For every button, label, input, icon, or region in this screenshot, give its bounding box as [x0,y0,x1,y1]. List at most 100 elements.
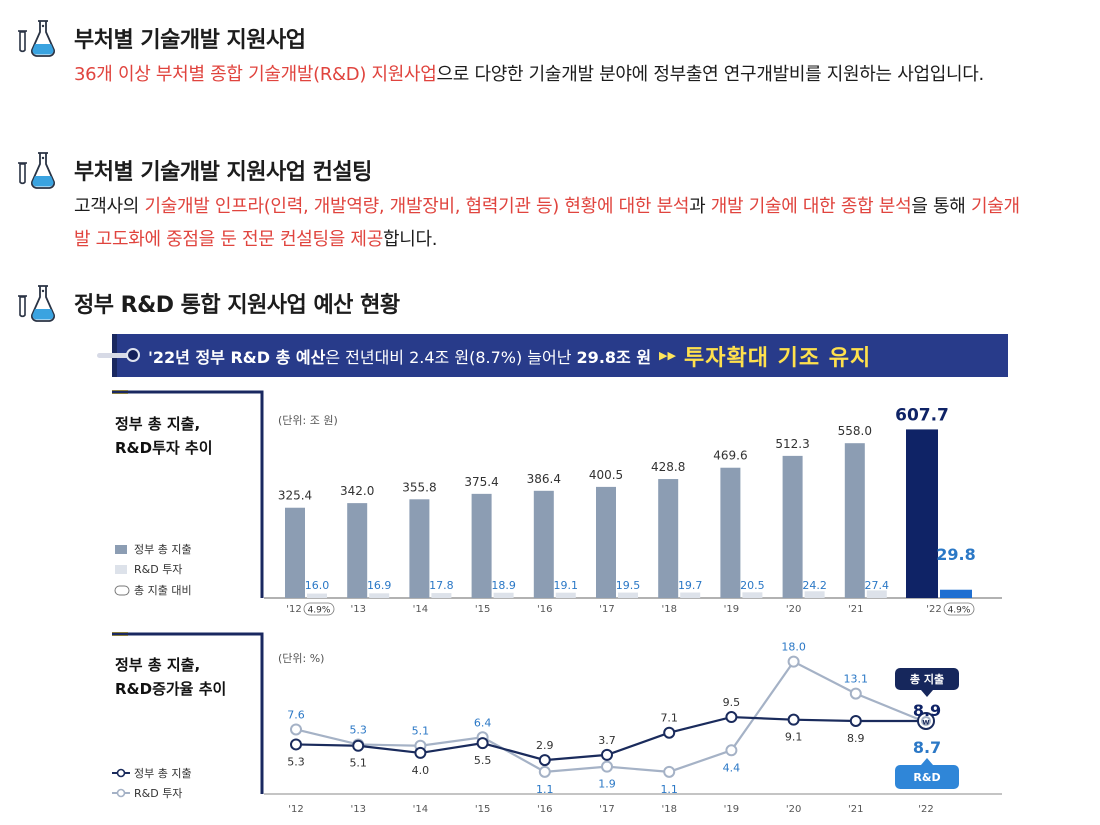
x-tick-label: '15 [475,604,490,615]
label-rd-last: 8.7 [913,738,941,757]
bar-rd [555,592,576,598]
label-total: 428.8 [651,460,685,474]
section-title: 정부 R&D 통합 지원사업 예산 현황 [74,293,400,318]
bar-total [596,486,616,598]
callout-rd: R&D [895,758,959,789]
label-rd: 1.9 [598,778,616,791]
label-rd: 19.1 [554,579,579,592]
legend-swatch-rd [115,565,127,574]
pin-icon [126,348,140,362]
chart1-unit: (단위: 조 원) [278,414,338,427]
legend-swatch-ratio [114,585,130,596]
chart1-title-line1: 정부 총 지출, [115,415,200,433]
ratio-badge-text: 4.9% [948,606,971,616]
label-total: 9.1 [785,731,803,744]
label-rd: 16.0 [305,579,330,592]
bar-rd [804,591,825,598]
x-tick-label: '15 [475,804,490,815]
section-2: 부처별 기술개발 지원사업 컨설팅 고객사의 기술개발 인프라(인력, 개발역량… [16,150,1034,256]
callout-total-pointer [921,690,933,697]
banner-lead: '22년 정부 R&D 총 예산 [148,347,326,367]
label-total: 342.0 [340,484,374,498]
label-total: 7.1 [660,712,678,725]
bar-total [906,429,938,598]
x-tick-label: '19 [724,604,739,615]
legend-label: 정부 총 지출 [134,767,192,780]
legend-label: 총 지출 대비 [134,584,192,597]
chart2-frame [112,632,264,794]
label-total: 5.1 [349,757,367,770]
label-rd: 18.0 [781,641,806,654]
label-total: 8.9 [847,732,865,745]
x-tick-label: '14 [413,604,428,615]
point-total [476,737,489,750]
section-title: 부처별 기술개발 지원사업 컨설팅 [74,160,372,185]
x-tick-label: '16 [537,604,552,615]
section-title: 부처별 기술개발 지원사업 [74,28,306,53]
label-rd: 7.6 [287,708,305,721]
label-total: 400.5 [589,468,623,482]
point-total [663,726,676,739]
chart1-title-line2: R&D투자 추이 [115,439,213,457]
highlight-text: 36개 이상 부처별 종합 기술개발(R&D) 지원사업 [74,64,437,85]
label-total: 469.6 [713,449,747,463]
label-total: 2.9 [536,739,554,752]
label-rd: 1.1 [536,783,554,796]
x-tick-label: '22 [918,804,933,815]
bar-rd [431,593,452,598]
x-tick-label: '16 [537,804,552,815]
point-total [538,754,551,767]
x-tick-label: '19 [724,804,739,815]
point-total [352,739,365,752]
bar-rd [866,590,887,598]
x-tick-label: '12 [288,804,303,815]
label-rd: 1.1 [660,783,678,796]
section-body: 고객사의 기술개발 인프라(인력, 개발역량, 개발장비, 협력기관 등) 현황… [74,190,1034,256]
point-total [787,713,800,726]
bar-rd [618,592,638,598]
bar-total [471,493,492,598]
bar-rd [742,592,763,598]
label-rd: 5.1 [412,725,430,738]
label-total: 9.5 [723,696,741,709]
point-rd [849,687,862,700]
bar-total [720,467,741,598]
x-tick-label: '13 [350,804,365,815]
point-rd [290,723,302,736]
double-arrow-icon: ▶▶ [659,349,676,362]
x-tick-label: '18 [661,804,676,815]
ratio-badge: 4.9% [303,602,335,616]
ratio-badge-outline [303,602,335,616]
x-tick-label: '20 [786,804,801,815]
label-total: 3.7 [598,734,616,747]
point-total [725,711,738,724]
body-text: 합니다. [382,229,438,250]
flask-icon [18,20,55,57]
x-tick-label: '20 [786,604,801,615]
bar-total [285,507,305,598]
chart1-legend: 정부 총 지출 R&D 투자총 지출 대비 [114,543,192,597]
legend-label: 정부 총 지출 [134,543,192,556]
callout-total-text: 총 지출 [910,672,944,686]
bar-rd [680,592,701,598]
legend-marker-rd [116,788,126,798]
label-total: 5.5 [474,754,492,767]
body-text: 과 [689,196,711,217]
label-total: 607.7 [895,405,949,425]
bar-total [782,455,803,598]
ratio-badge: 4.9% [943,602,975,616]
label-rd: 17.8 [429,579,454,592]
callout-total-box [895,668,959,690]
callout-total: 총 지출 [895,668,959,697]
label-total: 558.0 [838,424,872,438]
label-rd: 27.4 [865,579,890,592]
x-tick-label: '21 [848,804,863,815]
summary-banner: '22년 정부 R&D 총 예산 은 전년대비 2.4조 원(8.7%) 늘어난 … [97,334,1008,377]
point-rd [787,655,800,668]
point-rd [538,765,551,778]
x-tick-label: '18 [661,604,676,615]
point-total [601,748,613,761]
label-rd: 16.9 [367,579,392,592]
banner-highlight: 투자확대 기조 유지 [683,345,872,371]
